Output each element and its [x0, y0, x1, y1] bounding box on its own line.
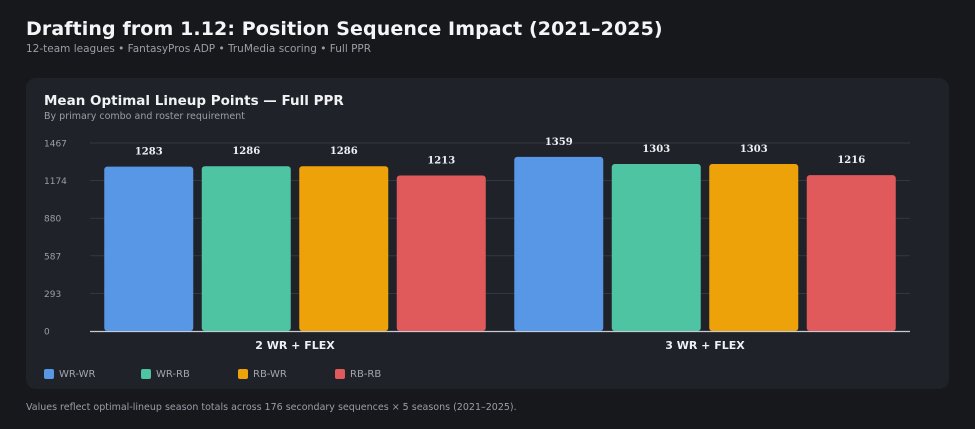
- y-tick-label: 1174: [44, 177, 67, 187]
- data-label: 1216: [837, 155, 865, 166]
- chart-subtitle: By primary combo and roster requirement: [44, 111, 245, 122]
- chart-title: Mean Optimal Lineup Points — Full PPR: [44, 93, 344, 109]
- x-category-label: 2 WR + FLEX: [255, 339, 335, 352]
- chart-legend: WR-WR WR-RB RB-WR RB-RB: [44, 367, 432, 381]
- data-label: 1286: [232, 146, 260, 157]
- bar-wr-rb: [611, 164, 701, 331]
- legend-swatch: [44, 369, 54, 379]
- bar-rb-wr: [709, 164, 799, 331]
- legend-swatch: [141, 369, 151, 379]
- bar-wr-wr: [514, 156, 604, 331]
- legend-label: RB-WR: [253, 368, 287, 380]
- y-tick-label: 0: [44, 328, 50, 338]
- bar-wr-rb: [201, 166, 291, 331]
- bar-wr-wr: [104, 166, 194, 331]
- data-label: 1283: [135, 147, 163, 158]
- y-tick-label: 293: [44, 290, 61, 300]
- legend-label: RB-RB: [350, 368, 382, 380]
- data-label: 1303: [740, 144, 768, 155]
- legend-swatch: [335, 369, 345, 379]
- data-label: 1213: [427, 156, 455, 167]
- data-label: 1359: [545, 137, 573, 148]
- data-label: 1286: [330, 146, 358, 157]
- page-subtitle: 12-team leagues • FantasyPros ADP • TruM…: [26, 43, 372, 55]
- y-tick-label: 880: [44, 215, 61, 225]
- bar-rb-rb: [396, 175, 486, 331]
- legend-item: WR-RB: [141, 369, 238, 380]
- legend-item: WR-WR: [44, 369, 141, 380]
- legend-label: WR-RB: [156, 368, 190, 380]
- page-title: Drafting from 1.12: Position Sequence Im…: [26, 18, 663, 40]
- footnote: Values reflect optimal-lineup season tot…: [26, 402, 517, 413]
- bar-chart: 0 293 587 880 1174 1467 1283 1286 1286 1213 2 WR +…: [44, 137, 910, 352]
- data-label: 1303: [642, 144, 670, 155]
- y-tick-label: 1467: [44, 140, 67, 150]
- bar-rb-rb: [806, 175, 896, 331]
- legend-item: RB-RB: [335, 369, 432, 380]
- legend-label: WR-WR: [59, 368, 96, 380]
- bar-rb-wr: [299, 166, 389, 331]
- chart-card: Mean Optimal Lineup Points — Full PPR By…: [26, 78, 949, 389]
- legend-swatch: [238, 369, 248, 379]
- y-tick-label: 587: [44, 252, 61, 262]
- x-category-label: 3 WR + FLEX: [665, 339, 745, 352]
- legend-item: RB-WR: [238, 369, 335, 380]
